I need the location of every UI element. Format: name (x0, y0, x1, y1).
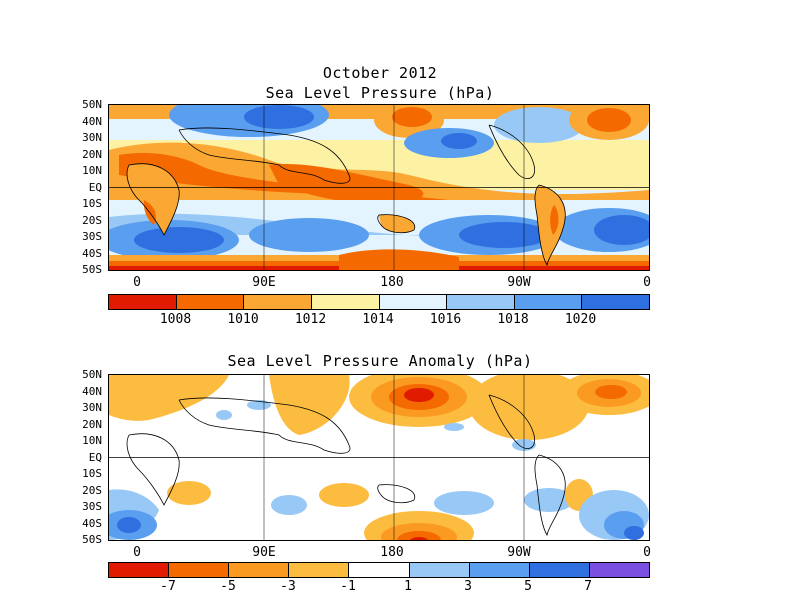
anomaly-lon-label: 0 (643, 545, 651, 560)
slp-lat-label: 30N (82, 131, 102, 144)
anomaly-colorbar-swatch (349, 563, 410, 577)
anomaly-lon-label: 90W (507, 545, 531, 560)
slp-lat-label: EQ (88, 180, 102, 194)
anomaly-lat-label: 30N (82, 401, 102, 414)
anomaly-colorbar-swatch (109, 563, 170, 577)
slp-lat-label: 20S (82, 213, 102, 227)
slp-lat-label: 40N (82, 114, 102, 128)
anomaly-colorbar-label: -7 (160, 579, 176, 594)
slp-lon-label: 0 (643, 275, 651, 290)
anomaly-colorbar-label: -5 (220, 579, 236, 594)
anomaly-lat-label: 20S (82, 483, 102, 497)
slp-colorbar-swatch (244, 295, 312, 309)
anomaly-colorbar-label: -3 (280, 579, 296, 594)
anomaly-lat-label: 20N (82, 417, 102, 431)
slp-lat-label: 50N (82, 98, 102, 111)
anomaly-lat-label: 10N (82, 434, 102, 447)
anomaly-lon-label: 0 (133, 545, 141, 560)
slp-lon-label: 90E (252, 275, 276, 290)
slp-colorbar-label: 1020 (564, 312, 597, 327)
anomaly-colorbar-swatch (289, 563, 350, 577)
anomaly-colorbar-label: 1 (404, 579, 412, 594)
slp-colorbar-label: 1008 (159, 312, 192, 327)
anomaly-colorbar-swatch (469, 563, 530, 577)
slp-colorbar-swatch (176, 295, 245, 309)
slp-lat-label: 30S (82, 230, 102, 243)
anomaly-colorbar (108, 562, 650, 578)
anomaly-lat-label: 40N (82, 384, 102, 398)
slp-colorbar (108, 294, 650, 310)
anomaly-colorbar-label: 3 (464, 579, 472, 594)
slp-map (108, 104, 650, 271)
anomaly-lat-label: 10S (82, 467, 102, 480)
slp-colorbar-label: 1018 (497, 312, 529, 327)
anomaly-lat-label: EQ (88, 450, 102, 464)
anomaly-colorbar-label: 7 (584, 579, 592, 594)
anomaly-colorbar-label: 5 (524, 579, 532, 594)
slp-colorbar-swatch (311, 295, 380, 309)
slp-lat-label: 20N (82, 147, 102, 161)
anomaly-lat-label: 50N (82, 368, 102, 381)
slp-lon-label: 0 (133, 275, 141, 290)
anomaly-title: Sea Level Pressure Anomaly (hPa) (227, 352, 533, 370)
slp-colorbar-swatch (514, 295, 583, 309)
chart-title: October 2012 (322, 64, 438, 82)
slp-lon-label: 90W (507, 275, 531, 290)
slp-colorbar-label: 1016 (429, 312, 462, 327)
slp-lat-label: 40S (82, 246, 102, 260)
anomaly-lon-label: 180 (380, 545, 404, 560)
chart-subtitle: Sea Level Pressure (hPa) (265, 84, 495, 102)
slp-colorbar-label: 1012 (294, 312, 327, 327)
slp-colorbar-label: 1010 (227, 312, 259, 327)
anomaly-colorbar-label: -1 (340, 579, 356, 594)
slp-lat-label: 10S (82, 197, 102, 210)
anomaly-lon-label: 90E (252, 545, 276, 560)
slp-colorbar-swatch (582, 295, 649, 309)
anomaly-map (108, 374, 650, 541)
slp-colorbar-swatch (447, 295, 515, 309)
anomaly-lat-label: 50S (82, 533, 102, 546)
slp-lat-label: 50S (82, 263, 102, 276)
anomaly-colorbar-swatch (529, 563, 590, 577)
slp-colorbar-swatch (109, 295, 177, 309)
slp-colorbar-label: 1014 (362, 312, 394, 327)
anomaly-lat-label: 30S (82, 500, 102, 513)
anomaly-colorbar-swatch (409, 563, 470, 577)
slp-colorbar-swatch (379, 295, 448, 309)
anomaly-colorbar-swatch (589, 563, 649, 577)
anomaly-colorbar-swatch (229, 563, 290, 577)
anomaly-colorbar-swatch (169, 563, 230, 577)
slp-lat-label: 10N (82, 164, 102, 177)
slp-lon-label: 180 (380, 275, 404, 290)
anomaly-lat-label: 40S (82, 516, 102, 530)
